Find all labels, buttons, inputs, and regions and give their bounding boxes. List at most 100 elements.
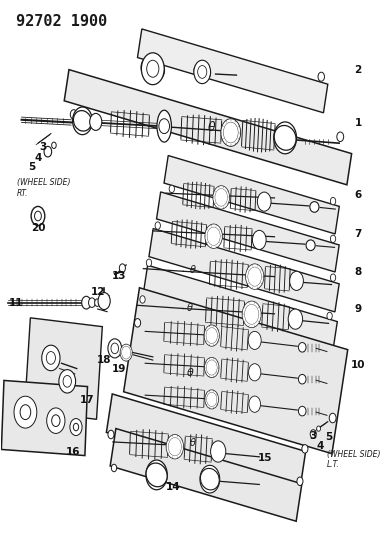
Circle shape: [318, 72, 325, 81]
Circle shape: [274, 122, 296, 154]
Circle shape: [122, 346, 131, 359]
Circle shape: [151, 467, 162, 483]
Circle shape: [134, 319, 141, 327]
Circle shape: [207, 227, 220, 245]
Circle shape: [330, 197, 336, 205]
Text: 7: 7: [354, 229, 362, 239]
Circle shape: [242, 301, 261, 328]
Text: 8: 8: [354, 267, 362, 277]
Ellipse shape: [298, 343, 306, 352]
Polygon shape: [156, 192, 339, 272]
Circle shape: [147, 60, 159, 77]
Circle shape: [297, 477, 303, 486]
Circle shape: [70, 110, 77, 119]
Circle shape: [194, 60, 211, 84]
Polygon shape: [1, 381, 87, 456]
Circle shape: [206, 328, 218, 344]
Polygon shape: [106, 394, 306, 490]
Text: 9: 9: [355, 304, 362, 314]
Circle shape: [146, 259, 152, 266]
Circle shape: [146, 460, 167, 490]
Text: 17: 17: [80, 395, 95, 406]
Text: 92702 1900: 92702 1900: [16, 14, 107, 29]
Circle shape: [166, 434, 183, 459]
Circle shape: [44, 147, 52, 157]
Circle shape: [168, 438, 181, 456]
Text: θ: θ: [208, 120, 216, 134]
Circle shape: [302, 445, 308, 453]
Text: 5: 5: [28, 162, 36, 172]
Circle shape: [111, 464, 117, 472]
Text: θ: θ: [187, 303, 193, 313]
Circle shape: [47, 408, 65, 433]
Circle shape: [73, 107, 93, 135]
Circle shape: [288, 309, 303, 329]
Text: 15: 15: [258, 453, 272, 463]
Circle shape: [169, 185, 174, 192]
Text: 1: 1: [354, 118, 362, 128]
Circle shape: [94, 299, 100, 306]
Polygon shape: [143, 265, 337, 351]
Text: 10: 10: [351, 360, 365, 370]
Circle shape: [245, 304, 259, 324]
Circle shape: [142, 53, 164, 85]
Circle shape: [290, 271, 303, 290]
Polygon shape: [64, 70, 352, 185]
Polygon shape: [138, 29, 328, 113]
Circle shape: [73, 423, 79, 431]
Text: 2: 2: [354, 65, 362, 75]
Circle shape: [204, 325, 220, 346]
Circle shape: [52, 142, 56, 149]
Text: 14: 14: [166, 482, 180, 492]
Text: 5: 5: [325, 432, 332, 442]
Circle shape: [310, 430, 316, 438]
Text: 20: 20: [31, 223, 45, 233]
Circle shape: [155, 222, 160, 229]
Circle shape: [213, 185, 230, 209]
Polygon shape: [123, 288, 348, 454]
Text: 3: 3: [39, 142, 46, 152]
Circle shape: [90, 114, 102, 131]
Circle shape: [31, 206, 45, 225]
Circle shape: [34, 211, 42, 221]
Circle shape: [140, 296, 145, 303]
Text: 4: 4: [316, 441, 324, 451]
Ellipse shape: [274, 125, 296, 150]
Circle shape: [198, 66, 207, 78]
Circle shape: [77, 114, 88, 128]
Text: 11: 11: [9, 297, 23, 308]
Circle shape: [215, 189, 227, 206]
Text: θ: θ: [190, 438, 196, 448]
Circle shape: [221, 119, 241, 147]
Polygon shape: [149, 229, 339, 312]
Text: 16: 16: [66, 447, 80, 456]
Circle shape: [119, 264, 125, 272]
Polygon shape: [25, 318, 102, 419]
Circle shape: [205, 390, 219, 409]
Ellipse shape: [310, 201, 319, 212]
Circle shape: [108, 430, 114, 439]
Circle shape: [205, 472, 215, 487]
Circle shape: [245, 264, 264, 289]
Circle shape: [317, 426, 321, 431]
Circle shape: [252, 230, 266, 249]
Text: 18: 18: [97, 354, 111, 365]
Circle shape: [111, 343, 118, 354]
Circle shape: [89, 298, 95, 308]
Circle shape: [248, 332, 261, 350]
Circle shape: [70, 418, 82, 435]
Circle shape: [120, 344, 132, 361]
Circle shape: [46, 352, 55, 365]
Circle shape: [249, 364, 261, 381]
Text: 4: 4: [34, 152, 42, 163]
Text: 12: 12: [91, 287, 105, 297]
Circle shape: [258, 192, 271, 211]
Circle shape: [337, 132, 344, 142]
Circle shape: [63, 375, 71, 387]
Circle shape: [52, 415, 60, 426]
Ellipse shape: [141, 56, 165, 82]
Ellipse shape: [194, 63, 211, 81]
Circle shape: [327, 312, 332, 320]
Circle shape: [279, 130, 291, 147]
Text: θ: θ: [187, 368, 193, 378]
